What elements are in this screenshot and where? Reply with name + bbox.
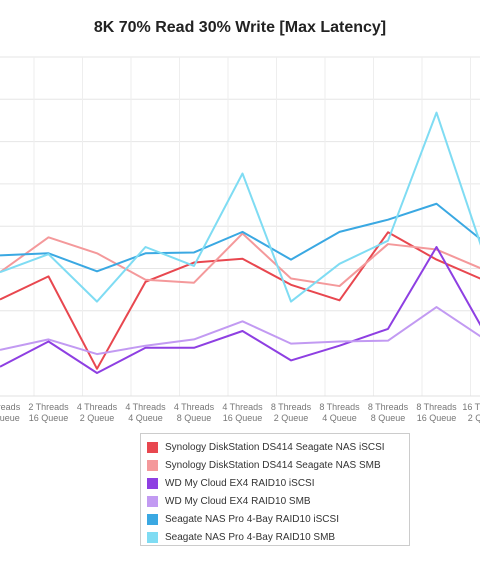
legend-swatch	[147, 495, 158, 507]
series-line-1	[0, 231, 480, 370]
legend-swatch	[147, 441, 158, 453]
legend-label: Seagate NAS Pro 4-Bay RAID10 SMB	[165, 531, 336, 543]
x-tick-label: 8 Threads 4 Queue	[319, 402, 360, 423]
x-tick-label: 4 Threads 2 Queue	[77, 402, 118, 423]
legend-item[interactable]: Seagate NAS Pro 4-Bay RAID10 SMB	[147, 528, 409, 546]
x-tick-label: 4 Threads 4 Queue	[125, 402, 166, 423]
series-line-4	[0, 306, 480, 356]
x-tick-label: 2 Threads 16 Queue	[28, 402, 69, 423]
legend-item[interactable]: Synology DiskStation DS414 Seagate NAS S…	[147, 456, 409, 474]
x-tick-label: 8 Threads 2 Queue	[271, 402, 312, 423]
x-tick-label: 8 Threads 16 Queue	[416, 402, 457, 423]
legend-label: Seagate NAS Pro 4-Bay RAID10 iSCSI	[165, 513, 339, 525]
grid	[0, 56, 480, 397]
x-tick-label: 4 Threads 8 Queue	[174, 402, 215, 423]
legend: Synology DiskStation DS414 Seagate NAS i…	[140, 433, 410, 546]
x-tick-label: 1 Threads32 Queue	[0, 402, 21, 423]
x-tick-label: 4 Threads 16 Queue	[222, 402, 263, 423]
legend-item[interactable]: Seagate NAS Pro 4-Bay RAID10 iSCSI	[147, 510, 409, 528]
series-line-6	[0, 111, 480, 303]
chart-title: 8K 70% Read 30% Write [Max Latency]	[93, 19, 387, 36]
legend-swatch	[147, 477, 158, 489]
legend-swatch	[147, 531, 158, 543]
legend-label: WD My Cloud EX4 RAID10 iSCSI	[165, 477, 315, 489]
legend-label: WD My Cloud EX4 RAID10 SMB	[165, 495, 311, 507]
series-line-3	[0, 246, 480, 374]
legend-item[interactable]: Synology DiskStation DS414 Seagate NAS i…	[147, 438, 409, 456]
legend-label: Synology DiskStation DS414 Seagate NAS i…	[165, 441, 385, 453]
legend-swatch	[147, 513, 158, 525]
legend-item[interactable]: WD My Cloud EX4 RAID10 iSCSI	[147, 474, 409, 492]
series-lines	[0, 111, 480, 374]
series-line-5	[0, 202, 480, 273]
legend-item[interactable]: WD My Cloud EX4 RAID10 SMB	[147, 492, 409, 510]
legend-swatch	[147, 459, 158, 471]
legend-label: Synology DiskStation DS414 Seagate NAS S…	[165, 459, 381, 471]
x-tick-label: 8 Threads 8 Queue	[368, 402, 409, 423]
